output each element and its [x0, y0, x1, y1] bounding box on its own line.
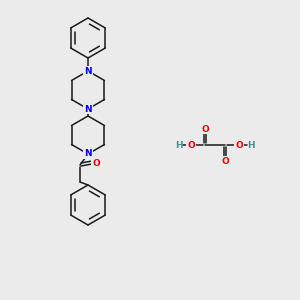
Text: O: O — [187, 140, 195, 149]
Text: H: H — [175, 140, 183, 149]
Text: O: O — [221, 157, 229, 166]
Text: N: N — [84, 104, 92, 113]
Text: N: N — [84, 149, 92, 158]
Text: O: O — [235, 140, 243, 149]
Text: N: N — [84, 67, 92, 76]
Text: O: O — [92, 158, 100, 167]
Text: H: H — [247, 140, 255, 149]
Text: O: O — [201, 124, 209, 134]
